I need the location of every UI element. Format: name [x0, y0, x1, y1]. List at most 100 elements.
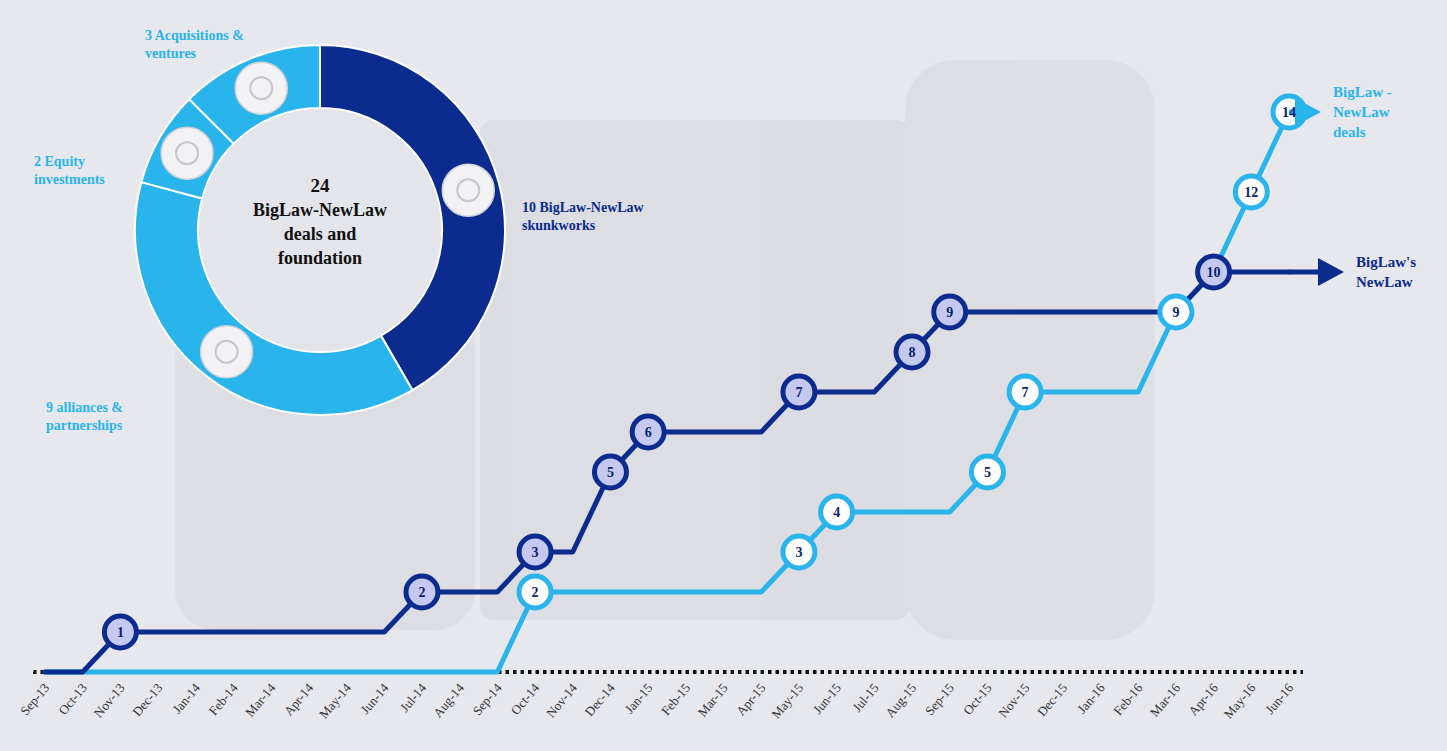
slice-icon-detail: [176, 142, 198, 164]
slice-label: 9 alliances &: [46, 400, 123, 415]
donut-title: BigLaw-NewLaw: [253, 200, 387, 220]
label-part: alliances &: [53, 400, 123, 415]
series-end-label: BigLaw -: [1333, 84, 1392, 100]
slice-label: investments: [34, 172, 105, 187]
series-line: [45, 112, 1289, 672]
label-part: 2: [34, 154, 41, 169]
series-marker: [783, 376, 815, 408]
series-marker: [1235, 176, 1267, 208]
x-tick-label: Oct-14: [508, 680, 543, 718]
series-line: [45, 272, 1289, 672]
data-label: 2: [532, 585, 539, 600]
series-marker: [1160, 296, 1192, 328]
series-marker: [821, 496, 853, 528]
data-label: 6: [645, 425, 652, 440]
data-label: 12: [1244, 185, 1258, 200]
x-tick-label: Nov-14: [543, 680, 580, 720]
x-tick-label: Feb-14: [206, 680, 241, 718]
series-end-label: deals: [1333, 124, 1366, 140]
x-tick-label: Jun-14: [357, 680, 392, 717]
data-label: 4: [833, 505, 840, 520]
chart-canvas: 24BigLaw-NewLawdeals andfoundation10 Big…: [0, 0, 1447, 751]
x-tick-label: Sep-13: [17, 680, 52, 718]
x-tick-label: Aug-14: [430, 680, 467, 720]
x-tick-label: Mar-15: [694, 680, 730, 719]
x-tick-label: Apr-16: [1185, 680, 1221, 719]
donut-title: foundation: [278, 248, 362, 268]
x-tick-label: Feb-15: [658, 680, 693, 718]
slice-icon: [442, 164, 494, 216]
series-marker: [519, 576, 551, 608]
data-label: 2: [418, 585, 425, 600]
label-part: 10: [522, 200, 536, 215]
slice-icon-detail: [216, 341, 238, 363]
label-part: investments: [34, 172, 105, 187]
x-tick-label: Jan-16: [1074, 680, 1108, 717]
series-marker: [1009, 376, 1041, 408]
donut-total: 24: [311, 175, 331, 196]
x-tick-label: Aug-15: [882, 680, 919, 720]
x-tick-label: Jul-14: [397, 680, 430, 715]
x-tick-label: May-14: [316, 680, 354, 722]
donut-hole: [199, 109, 441, 351]
slice-label: 3 Acquisitions &: [145, 28, 244, 43]
y-range: [33, 112, 34, 672]
slice-icon: [201, 326, 253, 378]
x-tick-label: Jun-15: [810, 680, 844, 717]
x-tick-label: Oct-13: [55, 680, 90, 717]
x-tick-label: Mar-16: [1147, 680, 1184, 720]
donut: [135, 45, 505, 415]
scroll-shape: [480, 120, 910, 620]
data-label: 14: [1282, 105, 1296, 120]
x-tick-label: Jun-16: [1262, 680, 1297, 717]
x-tick-label: Apr-15: [733, 680, 768, 718]
data-label: 9: [946, 305, 953, 320]
x-tick-label: May-15: [768, 680, 806, 721]
label-part: Acquisitions &: [152, 28, 244, 43]
x-tick-label: Dec-14: [582, 680, 618, 719]
x-tick-label: Nov-13: [91, 680, 128, 720]
series-marker: [632, 416, 664, 448]
plot-marks: [45, 96, 1305, 672]
label-part: 3: [145, 28, 152, 43]
scroll-shape: [905, 60, 1155, 640]
series-end-label: NewLaw: [1333, 104, 1390, 120]
slice-icon-detail: [457, 179, 479, 201]
series-end-label: NewLaw: [1356, 274, 1413, 290]
data-label: 3: [532, 545, 539, 560]
data-label: 9: [1172, 305, 1179, 320]
series-marker: [971, 456, 1003, 488]
page: {"chart_data": [ {"type": "donut", "titl…: [0, 0, 1447, 751]
series-marker: [519, 536, 551, 568]
slice-label: skunkworks: [522, 218, 596, 233]
x-tick-label: Dec-13: [129, 680, 165, 719]
series-marker: [934, 296, 966, 328]
slice-label: 2 Equity: [34, 154, 85, 169]
data-label: 3: [795, 545, 802, 560]
slice-label: ventures: [145, 46, 197, 61]
series-marker: [406, 576, 438, 608]
x-tick-label: Dec-15: [1034, 680, 1070, 719]
x-tick-label: May-16: [1221, 680, 1259, 722]
x-tick-label: Jan-15: [622, 680, 656, 716]
series-marker: [104, 616, 136, 648]
x-tick-label: Sep-15: [922, 680, 957, 718]
series-marker: [1198, 256, 1230, 288]
x-tick-label: Mar-14: [242, 680, 279, 720]
background-decoration: [175, 60, 1155, 640]
slice-icon: [161, 127, 213, 179]
x-tick-label: Jul-15: [849, 680, 881, 715]
data-label: 8: [909, 345, 916, 360]
x-tick-label: Apr-14: [281, 680, 317, 719]
data-label: 7: [795, 385, 802, 400]
slice-icon-detail: [250, 77, 272, 99]
data-label: 5: [607, 465, 614, 480]
data-label: 7: [1022, 385, 1029, 400]
series-marker: [783, 536, 815, 568]
label-part: 9: [46, 400, 53, 415]
slice-icon: [235, 62, 287, 114]
data-label: 5: [984, 465, 991, 480]
donut-title: deals and: [284, 224, 357, 244]
label-part: ventures: [145, 46, 197, 61]
x-tick-label: Nov-15: [995, 680, 1032, 720]
